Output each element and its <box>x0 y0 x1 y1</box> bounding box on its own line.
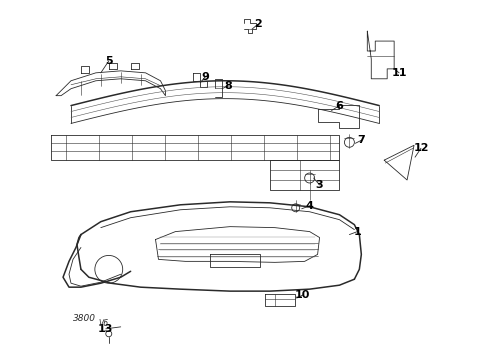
Text: 6: 6 <box>336 100 343 111</box>
Text: 13: 13 <box>98 324 114 334</box>
Text: 10: 10 <box>295 290 310 300</box>
Text: 3: 3 <box>316 180 323 190</box>
Text: 11: 11 <box>392 68 407 78</box>
Text: 1: 1 <box>353 226 361 237</box>
Text: 5: 5 <box>105 56 113 66</box>
Text: 4: 4 <box>306 201 314 211</box>
Text: 9: 9 <box>201 72 209 82</box>
Text: 3800: 3800 <box>73 314 96 323</box>
Text: 8: 8 <box>224 81 232 91</box>
Text: 2: 2 <box>254 19 262 29</box>
Text: 7: 7 <box>358 135 365 145</box>
Text: V6: V6 <box>99 319 109 328</box>
Text: 12: 12 <box>413 143 429 153</box>
